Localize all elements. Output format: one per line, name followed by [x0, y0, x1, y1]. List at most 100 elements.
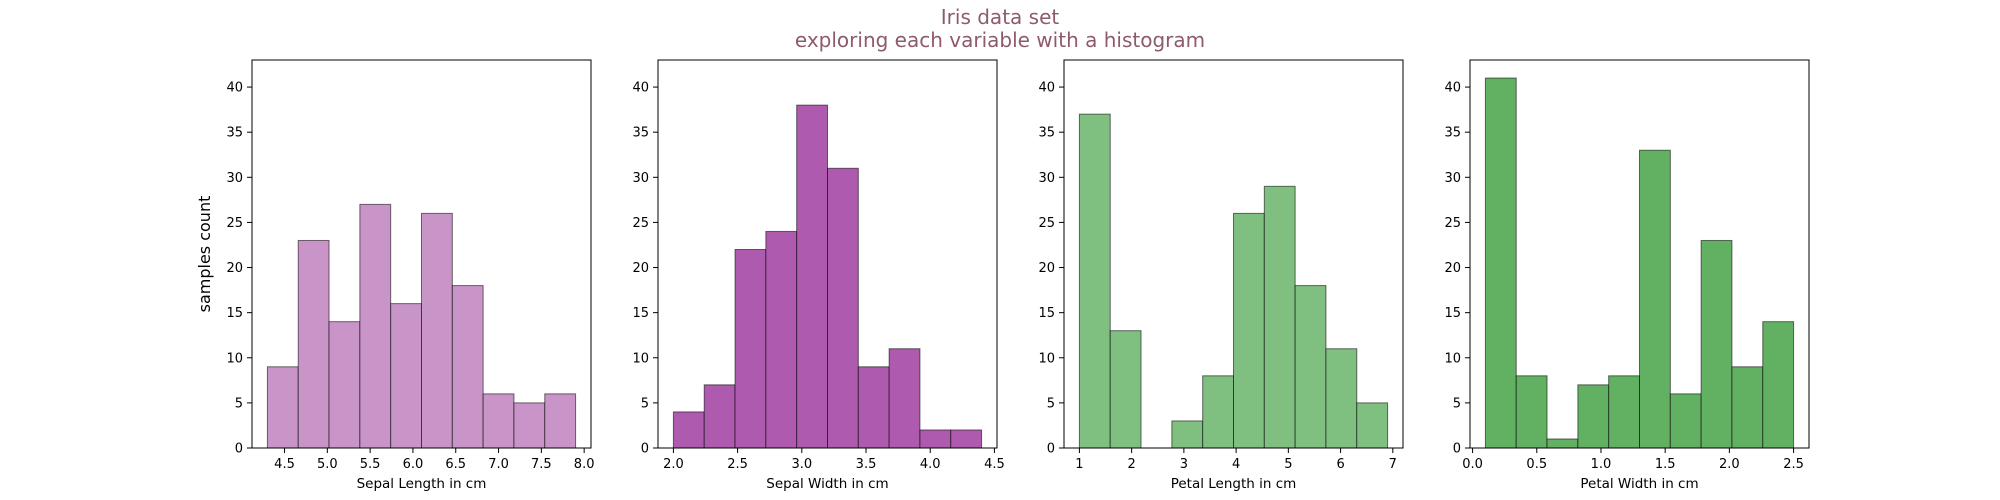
histogram-panel-4: 0 5 10 15 20 25 30 35 40 0.0 0.5 1.0 1.5 2.0 2.5 Petal … [1444, 59, 1810, 492]
histogram-bar [1731, 366, 1764, 449]
y-tick-label: 30 [1038, 171, 1055, 186]
x-tick-label: 4.0 [920, 457, 941, 472]
y-tick-label: 25 [226, 216, 243, 231]
histogram-bar [1484, 77, 1517, 449]
x-tick-label: 7.5 [531, 457, 552, 472]
x-tick-label: 0.0 [1462, 457, 1483, 472]
y-tick-label: 20 [226, 261, 243, 276]
histogram-bar [1762, 321, 1795, 449]
y-tick-label: 25 [1038, 216, 1055, 231]
x-tick-label: 6.5 [445, 457, 466, 472]
y-tick-label: 40 [1444, 81, 1461, 96]
y-tick-label: 5 [641, 396, 649, 411]
histogram-bar [827, 167, 859, 449]
histogram-bar [451, 285, 484, 449]
y-tick-label: 35 [1444, 126, 1461, 141]
x-tick-label: 2 [1128, 457, 1136, 472]
histogram-bar [734, 248, 767, 449]
x-tick-label: 3.5 [856, 457, 877, 472]
y-tick-label: 15 [226, 306, 243, 321]
y-tick-label: 10 [1444, 351, 1461, 366]
y-tick-label: 5 [235, 396, 243, 411]
y-tick-label: 40 [1038, 81, 1055, 96]
histogram-bar [857, 366, 890, 449]
y-tick-label: 20 [632, 261, 649, 276]
axes-frame [251, 59, 592, 449]
histogram-panel-2: 0 5 10 15 20 25 30 35 40 2.0 2.5 3.0 3.5 4.0 4.5 Sepal … [632, 59, 1005, 492]
y-tick-label: 40 [226, 81, 243, 96]
histogram-bar [328, 321, 361, 449]
figure-title: Iris data set exploring each variable wi… [0, 6, 2000, 52]
y-tick-label: 15 [1038, 306, 1055, 321]
histogram-bar [390, 303, 423, 449]
y-tick-label: 0 [1453, 442, 1461, 457]
y-tick-label: 35 [632, 126, 649, 141]
y-tick-label: 35 [226, 126, 243, 141]
y-tick-label: 10 [632, 351, 649, 366]
y-tick-label: 5 [1453, 396, 1461, 411]
y-axis-label: samples count [195, 196, 214, 313]
y-tick-label: 30 [1444, 171, 1461, 186]
y-tick-label: 10 [1038, 351, 1055, 366]
histogram-bar [421, 212, 453, 449]
axes-frame [1063, 59, 1404, 449]
title-line-2: exploring each variable with a histogram [794, 28, 1206, 52]
histogram-bar [919, 429, 952, 449]
y-tick-label: 15 [632, 306, 649, 321]
x-tick-label: 2.0 [663, 457, 684, 472]
histogram-bar [1233, 212, 1265, 449]
histogram-bar [544, 393, 577, 449]
axes-frame [657, 59, 998, 449]
histogram-bar [1515, 375, 1548, 449]
histogram-bar [950, 429, 983, 449]
y-tick-label: 35 [1038, 126, 1055, 141]
histogram-bar [1294, 285, 1327, 449]
histogram-bar [1669, 393, 1702, 449]
x-tick-label: 7.0 [488, 457, 509, 472]
y-tick-label: 15 [1444, 306, 1461, 321]
x-tick-label: 2.5 [727, 457, 748, 472]
axes-frame [1469, 59, 1810, 449]
histogram-bar [1639, 149, 1671, 449]
x-tick-label: 5 [1284, 457, 1292, 472]
x-tick-label: 6.0 [403, 457, 424, 472]
histogram-bar [1171, 420, 1204, 449]
x-axis-label: Sepal Width in cm [766, 476, 888, 492]
histogram-bar [1546, 438, 1579, 449]
histogram-bar [1577, 384, 1610, 449]
histogram-panel-3: 0 5 10 15 20 25 30 35 40 1 2 3 4 5 6 7 Petal Length in c… [1038, 59, 1404, 492]
y-tick-label: 20 [1038, 261, 1055, 276]
x-axis-label: Sepal Length in cm [357, 476, 487, 492]
histogram-bar [796, 104, 829, 449]
y-tick-label: 25 [632, 216, 649, 231]
x-tick-label: 4 [1232, 457, 1240, 472]
histogram-bar [703, 384, 736, 449]
y-tick-label: 20 [1444, 261, 1461, 276]
y-tick-label: 40 [632, 81, 649, 96]
y-tick-label: 0 [641, 442, 649, 457]
x-axis-label: Petal Width in cm [1580, 476, 1698, 492]
y-tick-label: 10 [226, 351, 243, 366]
x-tick-label: 5.5 [360, 457, 381, 472]
x-tick-label: 1.5 [1655, 457, 1676, 472]
histogram-bar [1356, 402, 1389, 449]
y-tick-label: 5 [1047, 396, 1055, 411]
histogram-bar [1608, 375, 1640, 449]
x-tick-label: 3.0 [791, 457, 812, 472]
histogram-bar [1263, 185, 1296, 449]
y-tick-label: 25 [1444, 216, 1461, 231]
x-tick-label: 7 [1389, 457, 1397, 472]
histogram-bar [1325, 348, 1358, 449]
histogram-bar [672, 411, 705, 449]
histogram-bar [482, 393, 515, 449]
y-tick-label: 0 [235, 442, 243, 457]
histogram-bar [359, 203, 392, 449]
histogram-bar [765, 230, 798, 449]
x-tick-label: 2.0 [1719, 457, 1740, 472]
histogram-bar [1202, 375, 1234, 449]
y-tick-label: 30 [632, 171, 649, 186]
histogram-bar [1078, 113, 1111, 449]
x-tick-label: 1.0 [1591, 457, 1612, 472]
x-tick-label: 4.5 [984, 457, 1005, 472]
